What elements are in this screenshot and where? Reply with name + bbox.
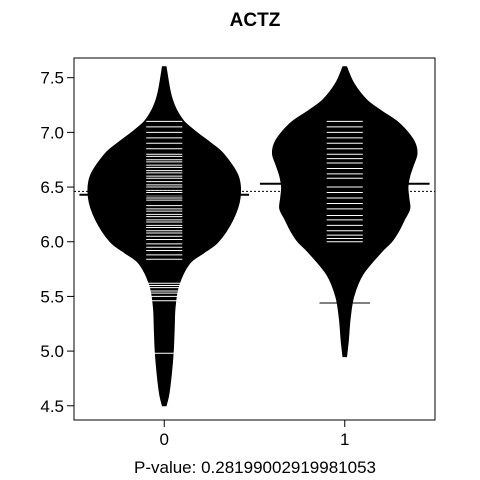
y-axis: 4.5 5.0 5.5 6.0 6.5 7.0 7.5 [40, 69, 75, 416]
y-tick-label: 4.5 [40, 397, 64, 416]
chart-title: ACTZ [230, 10, 281, 31]
x-axis-label: P-value: 0.28199002919981053 [134, 458, 376, 477]
y-tick-label: 6.5 [40, 178, 64, 197]
bean-1 [271, 66, 418, 358]
y-tick-label: 5.0 [40, 342, 64, 361]
points-layer [146, 120, 363, 354]
lines-layer [74, 182, 435, 304]
y-tick-label: 5.5 [40, 287, 64, 306]
y-tick-label: 7.0 [40, 123, 64, 142]
x-tick-label: 0 [160, 430, 169, 449]
y-tick-label: 7.5 [40, 69, 64, 88]
x-tick-label: 1 [340, 430, 349, 449]
y-tick-label: 6.0 [40, 233, 64, 252]
beans-layer [87, 66, 418, 407]
